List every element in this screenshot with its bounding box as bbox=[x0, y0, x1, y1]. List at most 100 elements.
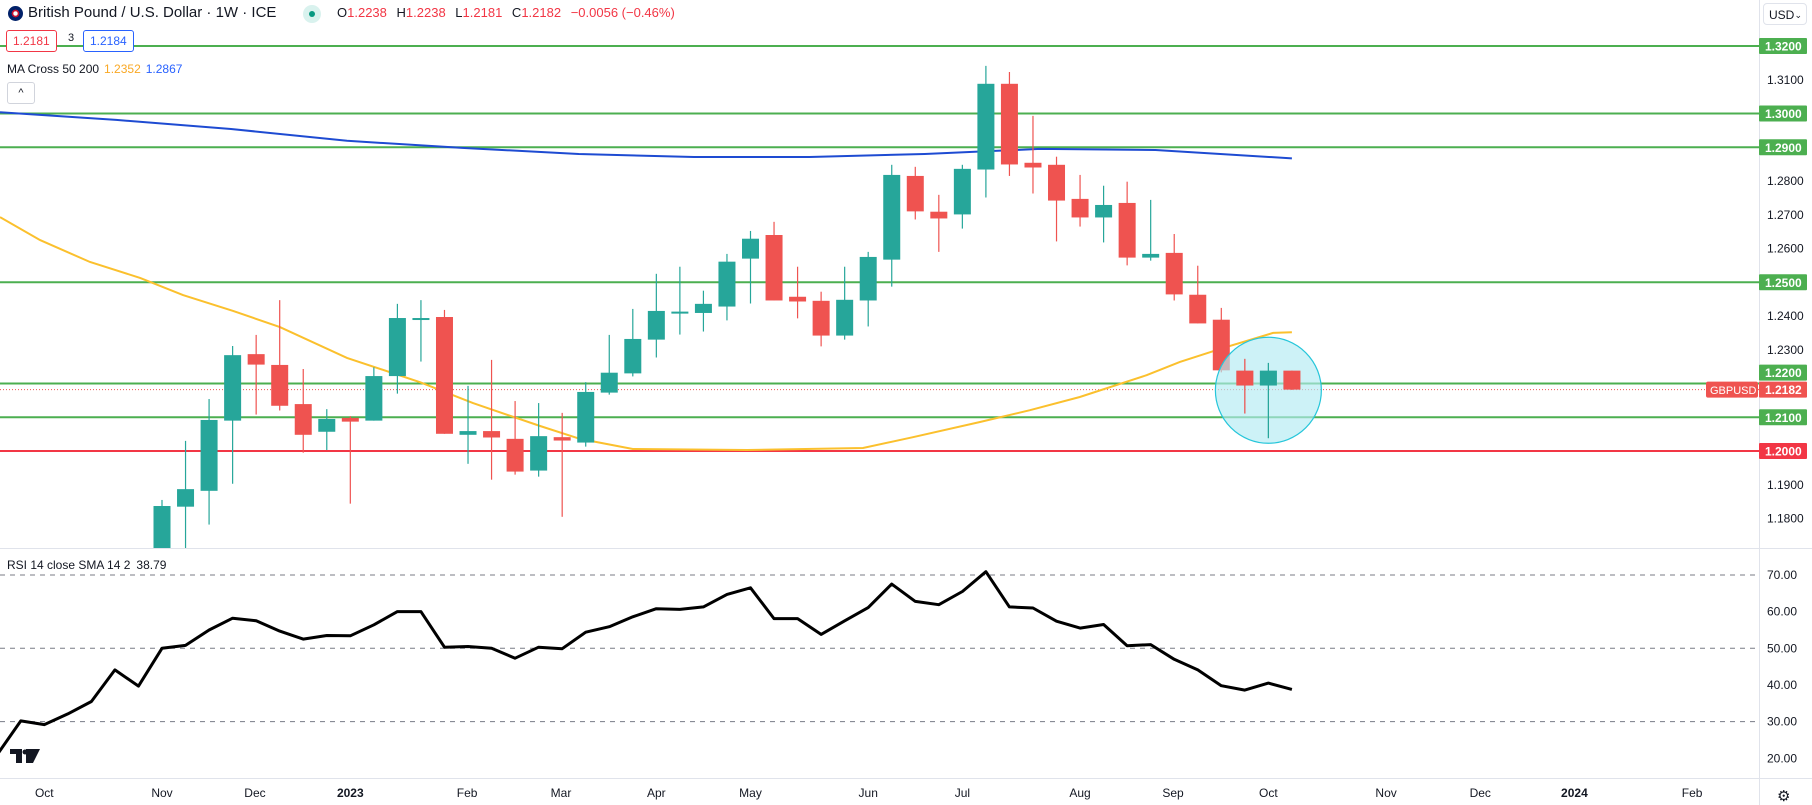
candle[interactable] bbox=[153, 499, 171, 569]
time-axis-label: Oct bbox=[1259, 786, 1278, 800]
candle[interactable] bbox=[765, 221, 783, 301]
symbol-tag: GBPUSD bbox=[1706, 381, 1758, 398]
level-badge-label: 1.2100 bbox=[1765, 411, 1802, 425]
candle[interactable] bbox=[1095, 185, 1113, 243]
candle[interactable] bbox=[836, 266, 854, 340]
candle[interactable] bbox=[1283, 370, 1301, 390]
candle[interactable] bbox=[341, 416, 359, 504]
candle[interactable] bbox=[1236, 358, 1254, 414]
level-price-badge[interactable]: 1.3200 bbox=[1759, 38, 1807, 54]
price-axis-label: 1.1900 bbox=[1767, 478, 1804, 492]
candle-body bbox=[1000, 83, 1018, 165]
candle[interactable] bbox=[977, 65, 995, 198]
rsi-line bbox=[0, 570, 1293, 754]
candle[interactable] bbox=[1212, 307, 1230, 373]
collapse-legend-button[interactable]: ^ bbox=[7, 82, 35, 104]
candle[interactable] bbox=[530, 403, 548, 477]
candle[interactable] bbox=[1118, 181, 1136, 266]
candle-body bbox=[1048, 164, 1066, 201]
candle-body bbox=[224, 355, 242, 421]
rsi-legend[interactable]: RSI 14 close SMA 14 2 38.79 bbox=[7, 558, 166, 572]
candle[interactable] bbox=[600, 334, 618, 395]
candle[interactable] bbox=[483, 359, 501, 480]
candle[interactable] bbox=[812, 291, 830, 347]
rsi-value: 38.79 bbox=[136, 558, 167, 572]
candle[interactable] bbox=[742, 230, 759, 304]
ma50-value: 1.2352 bbox=[104, 62, 141, 76]
candle[interactable] bbox=[930, 194, 948, 252]
buy-button[interactable]: 1.2184 bbox=[83, 30, 134, 52]
candle[interactable] bbox=[953, 164, 971, 229]
candle[interactable] bbox=[718, 253, 736, 321]
candle-body bbox=[836, 299, 854, 336]
close-label: C bbox=[511, 5, 522, 20]
symbol-tag-label: GBPUSD bbox=[1710, 385, 1757, 397]
candle-body bbox=[435, 317, 453, 434]
ma50-line bbox=[0, 216, 1292, 452]
candle[interactable] bbox=[412, 300, 430, 362]
candle-body bbox=[341, 417, 359, 422]
ma200-line bbox=[0, 111, 1292, 160]
level-badge-label: 1.2500 bbox=[1765, 276, 1802, 290]
sell-button[interactable]: 1.2181 bbox=[6, 30, 57, 52]
level-badge-label: 1.2000 bbox=[1765, 445, 1802, 459]
candle[interactable] bbox=[177, 440, 195, 549]
tradingview-logo[interactable] bbox=[10, 749, 40, 763]
candle[interactable] bbox=[1071, 174, 1089, 227]
candle[interactable] bbox=[553, 412, 571, 517]
candle[interactable] bbox=[200, 399, 218, 525]
level-price-badge[interactable]: 1.2000 bbox=[1759, 443, 1807, 459]
level-price-badge[interactable]: 1.3000 bbox=[1759, 105, 1807, 122]
time-axis-label: Apr bbox=[647, 786, 666, 800]
candle-body bbox=[1212, 319, 1230, 371]
candle[interactable] bbox=[1048, 156, 1066, 242]
candle[interactable] bbox=[1165, 233, 1183, 301]
candle[interactable] bbox=[435, 309, 453, 434]
level-price-badge[interactable]: 1.2200 bbox=[1759, 364, 1807, 381]
candle[interactable] bbox=[1259, 362, 1277, 439]
level-badge-bg bbox=[1759, 274, 1807, 291]
gbp-usd-flag-icon bbox=[8, 6, 23, 21]
level-price-badge[interactable]: 1.2100 bbox=[1759, 409, 1807, 426]
candle-body bbox=[789, 296, 807, 302]
candle[interactable] bbox=[647, 273, 665, 358]
currency-dropdown[interactable]: USD ⌄ bbox=[1763, 3, 1807, 25]
candle[interactable] bbox=[671, 266, 689, 335]
price-axis-label: 1.2700 bbox=[1767, 208, 1804, 222]
candle[interactable] bbox=[1000, 71, 1018, 176]
level-price-badge[interactable]: 1.2500 bbox=[1759, 274, 1807, 291]
candle[interactable] bbox=[859, 251, 877, 327]
candle[interactable] bbox=[459, 385, 477, 464]
candle[interactable] bbox=[506, 401, 524, 475]
rsi-axis-label: 40.00 bbox=[1767, 678, 1797, 692]
candle[interactable] bbox=[388, 303, 406, 394]
current-price-badge: 1.2182 bbox=[1759, 381, 1807, 398]
candle[interactable] bbox=[271, 300, 289, 411]
price-axis-label: 1.2300 bbox=[1767, 343, 1804, 357]
symbol-title[interactable]: British Pound / U.S. Dollar · 1W · ICE bbox=[28, 4, 277, 21]
candle[interactable] bbox=[883, 164, 901, 287]
candle[interactable] bbox=[294, 368, 312, 453]
candle[interactable] bbox=[318, 409, 336, 450]
candle[interactable] bbox=[906, 166, 924, 220]
candle[interactable] bbox=[694, 290, 712, 332]
level-badge-bg bbox=[1759, 105, 1807, 122]
level-price-badge[interactable]: 1.2900 bbox=[1759, 139, 1807, 156]
candle[interactable] bbox=[1024, 115, 1042, 194]
change-value: −0.0056 (−0.46%) bbox=[570, 5, 675, 20]
ohlc-legend: O1.2238 H1.2238 L1.2181 C1.2182 −0.0056 … bbox=[337, 5, 681, 20]
ma-cross-legend[interactable]: MA Cross 50 200 1.2352 1.2867 bbox=[7, 62, 182, 76]
candle[interactable] bbox=[365, 367, 383, 421]
candle[interactable] bbox=[247, 334, 265, 415]
candle[interactable] bbox=[1142, 199, 1160, 261]
candle[interactable] bbox=[577, 382, 595, 447]
current-price-badge-bg bbox=[1759, 381, 1807, 398]
candle[interactable] bbox=[624, 308, 642, 377]
candle[interactable] bbox=[789, 266, 807, 319]
candle-body bbox=[553, 437, 571, 441]
candle[interactable] bbox=[1189, 265, 1207, 324]
settings-icon[interactable]: ⚙ bbox=[1777, 788, 1791, 805]
time-axis-label: Nov bbox=[151, 786, 172, 800]
candle[interactable] bbox=[224, 346, 242, 484]
